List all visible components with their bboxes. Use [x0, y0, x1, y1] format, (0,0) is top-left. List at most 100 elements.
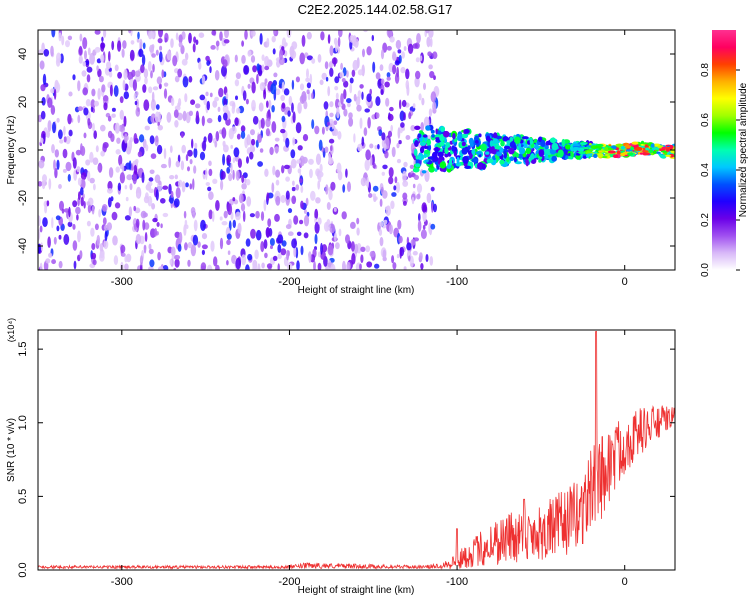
heatmap-cell [38, 159, 45, 169]
heatmap-cell [502, 136, 509, 142]
heatmap-cell [394, 176, 398, 184]
heatmap-cell [148, 177, 154, 182]
heatmap-cell [208, 160, 212, 167]
heatmap-cell [284, 110, 288, 115]
heatmap-cell [430, 223, 436, 230]
heatmap-cell [420, 263, 424, 270]
heatmap-cell [56, 159, 60, 170]
heatmap-cell [192, 234, 199, 246]
heatmap-cell [85, 159, 91, 166]
heatmap-cell [243, 65, 250, 75]
heatmap-cell [382, 249, 387, 261]
heatmap-cell [309, 73, 313, 85]
heatmap-cell [305, 197, 309, 206]
heatmap-cell [47, 120, 52, 132]
heatmap-cell [168, 157, 172, 169]
heatmap-cell [117, 40, 122, 52]
heatmap-cell [320, 242, 323, 255]
heatmap-cell [271, 35, 276, 43]
heatmap-cell [356, 217, 360, 225]
heatmap-cell [212, 100, 218, 108]
heatmap-cell [128, 30, 132, 34]
x-tick-label: 0 [622, 276, 628, 288]
heatmap-cell [83, 201, 86, 209]
heatmap-cell [401, 51, 405, 59]
heatmap-cell [469, 153, 473, 159]
heatmap-cell [315, 153, 322, 166]
heatmap-cell [464, 128, 470, 134]
heatmap-cell [270, 83, 277, 95]
heatmap-cell [207, 186, 212, 192]
heatmap-cell [140, 64, 145, 74]
heatmap-cell [439, 161, 447, 169]
heatmap-cell [206, 60, 211, 66]
heatmap-cell [128, 206, 133, 217]
heatmap-cell [232, 169, 235, 180]
heatmap-cell [93, 100, 99, 107]
heatmap-cell [359, 117, 363, 129]
heatmap-cell [123, 68, 128, 80]
heatmap-cell [114, 202, 121, 209]
heatmap-cell [235, 170, 240, 181]
heatmap-cell [297, 168, 302, 174]
heatmap-cell [96, 65, 99, 72]
heatmap-cell [235, 211, 241, 221]
heatmap-cell [457, 133, 463, 142]
heatmap-cell [365, 149, 371, 161]
heatmap-cell [328, 138, 335, 144]
heatmap-cell [340, 93, 344, 105]
heatmap-cell [42, 73, 47, 86]
heatmap-cell [148, 188, 154, 194]
heatmap-cell [235, 257, 241, 270]
heatmap-cell [177, 243, 182, 252]
heatmap-cell [381, 171, 385, 176]
heatmap-cell [275, 88, 281, 96]
heatmap-cell [308, 158, 314, 165]
heatmap-cell [319, 163, 323, 173]
heatmap-cell [98, 75, 104, 83]
heatmap-cell [313, 260, 316, 270]
heatmap-cell [396, 253, 400, 259]
heatmap-cell [430, 91, 437, 103]
heatmap-cell [398, 140, 402, 145]
heatmap-cell [403, 46, 407, 51]
heatmap-cell [506, 156, 510, 162]
heatmap-cell [189, 159, 193, 165]
heatmap-cell [38, 215, 41, 227]
heatmap-cell [397, 49, 402, 54]
heatmap-cell [285, 176, 290, 182]
heatmap-cell [366, 176, 370, 189]
heatmap-cell [448, 158, 453, 166]
heatmap-cell [315, 197, 321, 204]
heatmap-cell [137, 151, 143, 158]
heatmap-cell [121, 48, 125, 58]
colorbar-tick-label: 0.6 [700, 113, 711, 127]
heatmap-cell [80, 172, 87, 181]
heatmap-cell [336, 106, 340, 119]
heatmap-cell [198, 61, 202, 70]
heatmap-cell [378, 228, 383, 236]
heatmap-cell [669, 153, 675, 158]
heatmap-cell [214, 140, 218, 148]
heatmap-cell [273, 72, 278, 78]
y-tick-label: 0.0 [17, 562, 29, 577]
heatmap-cell [149, 135, 155, 145]
heatmap-cell [177, 68, 183, 78]
heatmap-cell [160, 163, 167, 169]
heatmap-cell [310, 190, 316, 201]
heatmap-cell [77, 230, 81, 243]
heatmap-cell [272, 165, 276, 176]
heatmap-cell [480, 143, 487, 152]
heatmap-cell [372, 185, 379, 192]
heatmap-cell [82, 87, 88, 96]
heatmap-cell [402, 170, 407, 183]
heatmap-cell [251, 81, 256, 94]
heatmap-cell [259, 33, 263, 45]
heatmap-cell [85, 99, 91, 107]
heatmap-cell [418, 93, 422, 101]
heatmap-cell [97, 165, 101, 172]
heatmap-cell [311, 119, 315, 130]
heatmap-cell [529, 139, 534, 145]
heatmap-cell [233, 147, 240, 158]
heatmap-cell [495, 135, 503, 140]
